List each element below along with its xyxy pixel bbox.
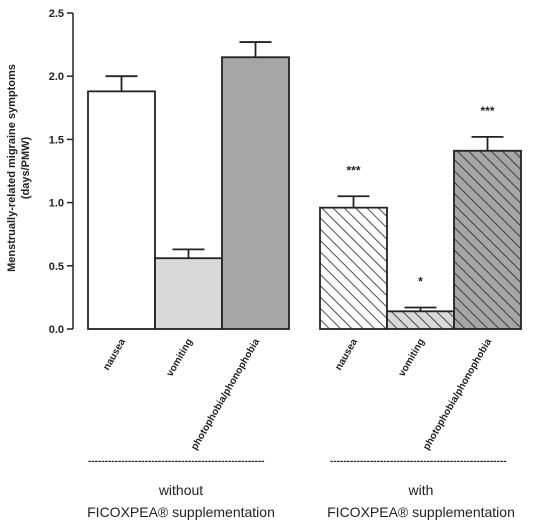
- category-label: nausea: [333, 337, 360, 373]
- category-label: photophobia/phonophobia: [421, 337, 494, 453]
- group-label-line1: without: [158, 482, 203, 498]
- category-label: photophobia/phonophobia: [189, 337, 262, 453]
- category-label: vomiting: [165, 337, 195, 379]
- significance-marker: ***: [480, 104, 494, 118]
- y-axis-title: Menstrually-related migraine symptoms (d…: [6, 64, 32, 272]
- y-tick-label: 0.5: [49, 261, 64, 273]
- significance-marker: *: [418, 275, 423, 289]
- group-label-line2: FICOXPEA® supplementation: [87, 504, 275, 520]
- bar: [87, 90, 156, 330]
- group-label-line2: FICOXPEA® supplementation: [327, 504, 515, 520]
- bar: [221, 56, 290, 330]
- bar: [453, 149, 522, 330]
- bar: [154, 257, 223, 330]
- category-label: vomiting: [397, 337, 427, 379]
- group-separator: ----------------------------------------…: [88, 456, 265, 467]
- group-separator: ----------------------------------------…: [330, 456, 507, 467]
- y-axis-title-line2: (days/PMW): [20, 136, 32, 199]
- group-label-line1: with: [408, 482, 434, 498]
- y-axis-title-line1: Menstrually-related migraine symptoms: [6, 64, 18, 272]
- category-label: nausea: [101, 337, 128, 373]
- y-tick-label: 2.0: [49, 71, 64, 83]
- y-tick-label: 1.0: [49, 198, 64, 210]
- y-tick-label: 0.0: [49, 324, 64, 336]
- bar: [319, 206, 388, 330]
- significance-marker: ***: [346, 163, 360, 177]
- y-tick-label: 2.5: [49, 8, 64, 20]
- bar: [386, 310, 455, 330]
- y-tick-label: 1.5: [49, 134, 64, 146]
